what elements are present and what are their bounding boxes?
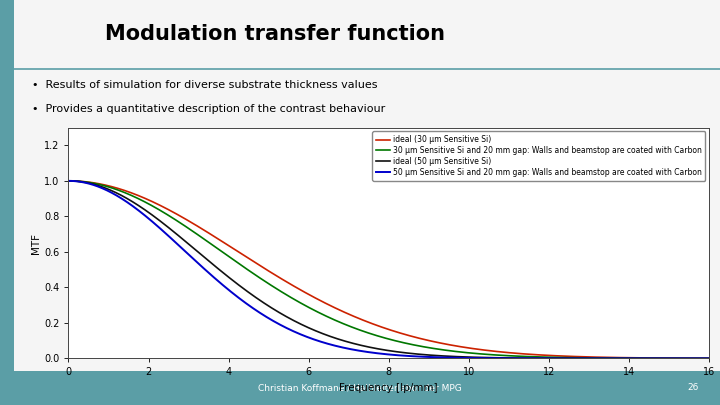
- 50 μm Sensitive Si and 20 mm gap: Walls and beamstop are coated with Carbon: (0, 1): Walls and beamstop are coated with Carbo…: [64, 179, 73, 183]
- X-axis label: Frequency [lp/mm]: Frequency [lp/mm]: [340, 383, 438, 393]
- ideal (30 μm Sensitive Si): [686, 356, 695, 361]
- Text: Christian Koffmane / Halbleiterlabor der MPG: Christian Koffmane / Halbleiterlabor der…: [258, 383, 462, 392]
- 30 μm Sensitive Si and 20 mm gap: Walls and beamstop are coated with Carbon: (12.6, 0.0041): Walls and beamstop are coated with Carbo…: [569, 355, 577, 360]
- Text: Modulation transfer function: Modulation transfer function: [105, 24, 446, 44]
- ideal (30 μm Sensitive Si): [96, 182, 105, 187]
- ideal (50 μm Sensitive Si): [359, 343, 367, 348]
- Legend: ideal (30 μm Sensitive Si), 30 μm Sensitive Si and 20 mm gap: Walls and beamstop: ideal (30 μm Sensitive Si), 30 μm Sensit…: [372, 131, 706, 181]
- 30 μm Sensitive Si and 20 mm gap: Walls and beamstop are coated with Carbon: (15.5, 0.000237): Walls and beamstop are coated with Carbo…: [686, 356, 695, 361]
- ideal (50 μm Sensitive Si): [376, 347, 384, 352]
- 30 μm Sensitive Si and 20 mm gap: Walls and beamstop are coated with Carbon: (0, 1): Walls and beamstop are coated with Carbo…: [64, 179, 73, 183]
- 50 μm Sensitive Si and 20 mm gap: Walls and beamstop are coated with Carbon: (7.78, 0.0274): Walls and beamstop are coated with Carbo…: [376, 351, 384, 356]
- Y-axis label: MTF: MTF: [31, 232, 41, 254]
- Text: •  Provides a quantitative description of the contrast behaviour: • Provides a quantitative description of…: [32, 104, 385, 114]
- Text: •  Results of simulation for diverse substrate thickness values: • Results of simulation for diverse subs…: [32, 80, 377, 90]
- ideal (30 μm Sensitive Si): [686, 356, 695, 361]
- 50 μm Sensitive Si and 20 mm gap: Walls and beamstop are coated with Carbon: (15.5, 5.95e-07): Walls and beamstop are coated with Carbo…: [686, 356, 695, 361]
- ideal (50 μm Sensitive Si): [569, 356, 577, 361]
- Line: ideal (30 μm Sensitive Si): ideal (30 μm Sensitive Si): [68, 181, 709, 358]
- ideal (50 μm Sensitive Si): [96, 184, 105, 189]
- 30 μm Sensitive Si and 20 mm gap: Walls and beamstop are coated with Carbon: (0.816, 0.977): Walls and beamstop are coated with Carbo…: [96, 183, 105, 188]
- 50 μm Sensitive Si and 20 mm gap: Walls and beamstop are coated with Carbon: (0.816, 0.961): Walls and beamstop are coated with Carbo…: [96, 185, 105, 190]
- Line: 30 μm Sensitive Si and 20 mm gap: Walls and beamstop are coated with Carbon: 30 μm Sensitive Si and 20 mm gap: Walls …: [68, 181, 709, 358]
- ideal (50 μm Sensitive Si): [686, 356, 695, 361]
- 50 μm Sensitive Si and 20 mm gap: Walls and beamstop are coated with Carbon: (15.5, 5.86e-07): Walls and beamstop are coated with Carbo…: [686, 356, 695, 361]
- 30 μm Sensitive Si and 20 mm gap: Walls and beamstop are coated with Carbon: (7.36, 0.154): Walls and beamstop are coated with Carbo…: [359, 329, 367, 334]
- 50 μm Sensitive Si and 20 mm gap: Walls and beamstop are coated with Carbon: (7.36, 0.0401): Walls and beamstop are coated with Carbo…: [359, 349, 367, 354]
- 50 μm Sensitive Si and 20 mm gap: Walls and beamstop are coated with Carbon: (16, 2.45e-07): Walls and beamstop are coated with Carbo…: [705, 356, 714, 361]
- 50 μm Sensitive Si and 20 mm gap: Walls and beamstop are coated with Carbon: (12.6, 7.98e-05): Walls and beamstop are coated with Carbo…: [569, 356, 577, 361]
- ideal (50 μm Sensitive Si): [64, 179, 73, 183]
- ideal (30 μm Sensitive Si): [359, 318, 367, 322]
- Text: 26: 26: [687, 383, 698, 392]
- 30 μm Sensitive Si and 20 mm gap: Walls and beamstop are coated with Carbon: (15.5, 0.000235): Walls and beamstop are coated with Carbo…: [686, 356, 695, 361]
- ideal (30 μm Sensitive Si): [64, 179, 73, 183]
- ideal (30 μm Sensitive Si): [705, 356, 714, 361]
- 30 μm Sensitive Si and 20 mm gap: Walls and beamstop are coated with Carbon: (7.78, 0.123): Walls and beamstop are coated with Carbo…: [376, 334, 384, 339]
- Line: ideal (50 μm Sensitive Si): ideal (50 μm Sensitive Si): [68, 181, 709, 358]
- ideal (30 μm Sensitive Si): [569, 354, 577, 359]
- 30 μm Sensitive Si and 20 mm gap: Walls and beamstop are coated with Carbon: (16, 0.000141): Walls and beamstop are coated with Carbo…: [705, 356, 714, 361]
- ideal (30 μm Sensitive Si): [376, 324, 384, 329]
- ideal (50 μm Sensitive Si): [686, 356, 695, 361]
- Line: 50 μm Sensitive Si and 20 mm gap: Walls and beamstop are coated with Carbon: 50 μm Sensitive Si and 20 mm gap: Walls …: [68, 181, 709, 358]
- ideal (50 μm Sensitive Si): [705, 356, 714, 361]
